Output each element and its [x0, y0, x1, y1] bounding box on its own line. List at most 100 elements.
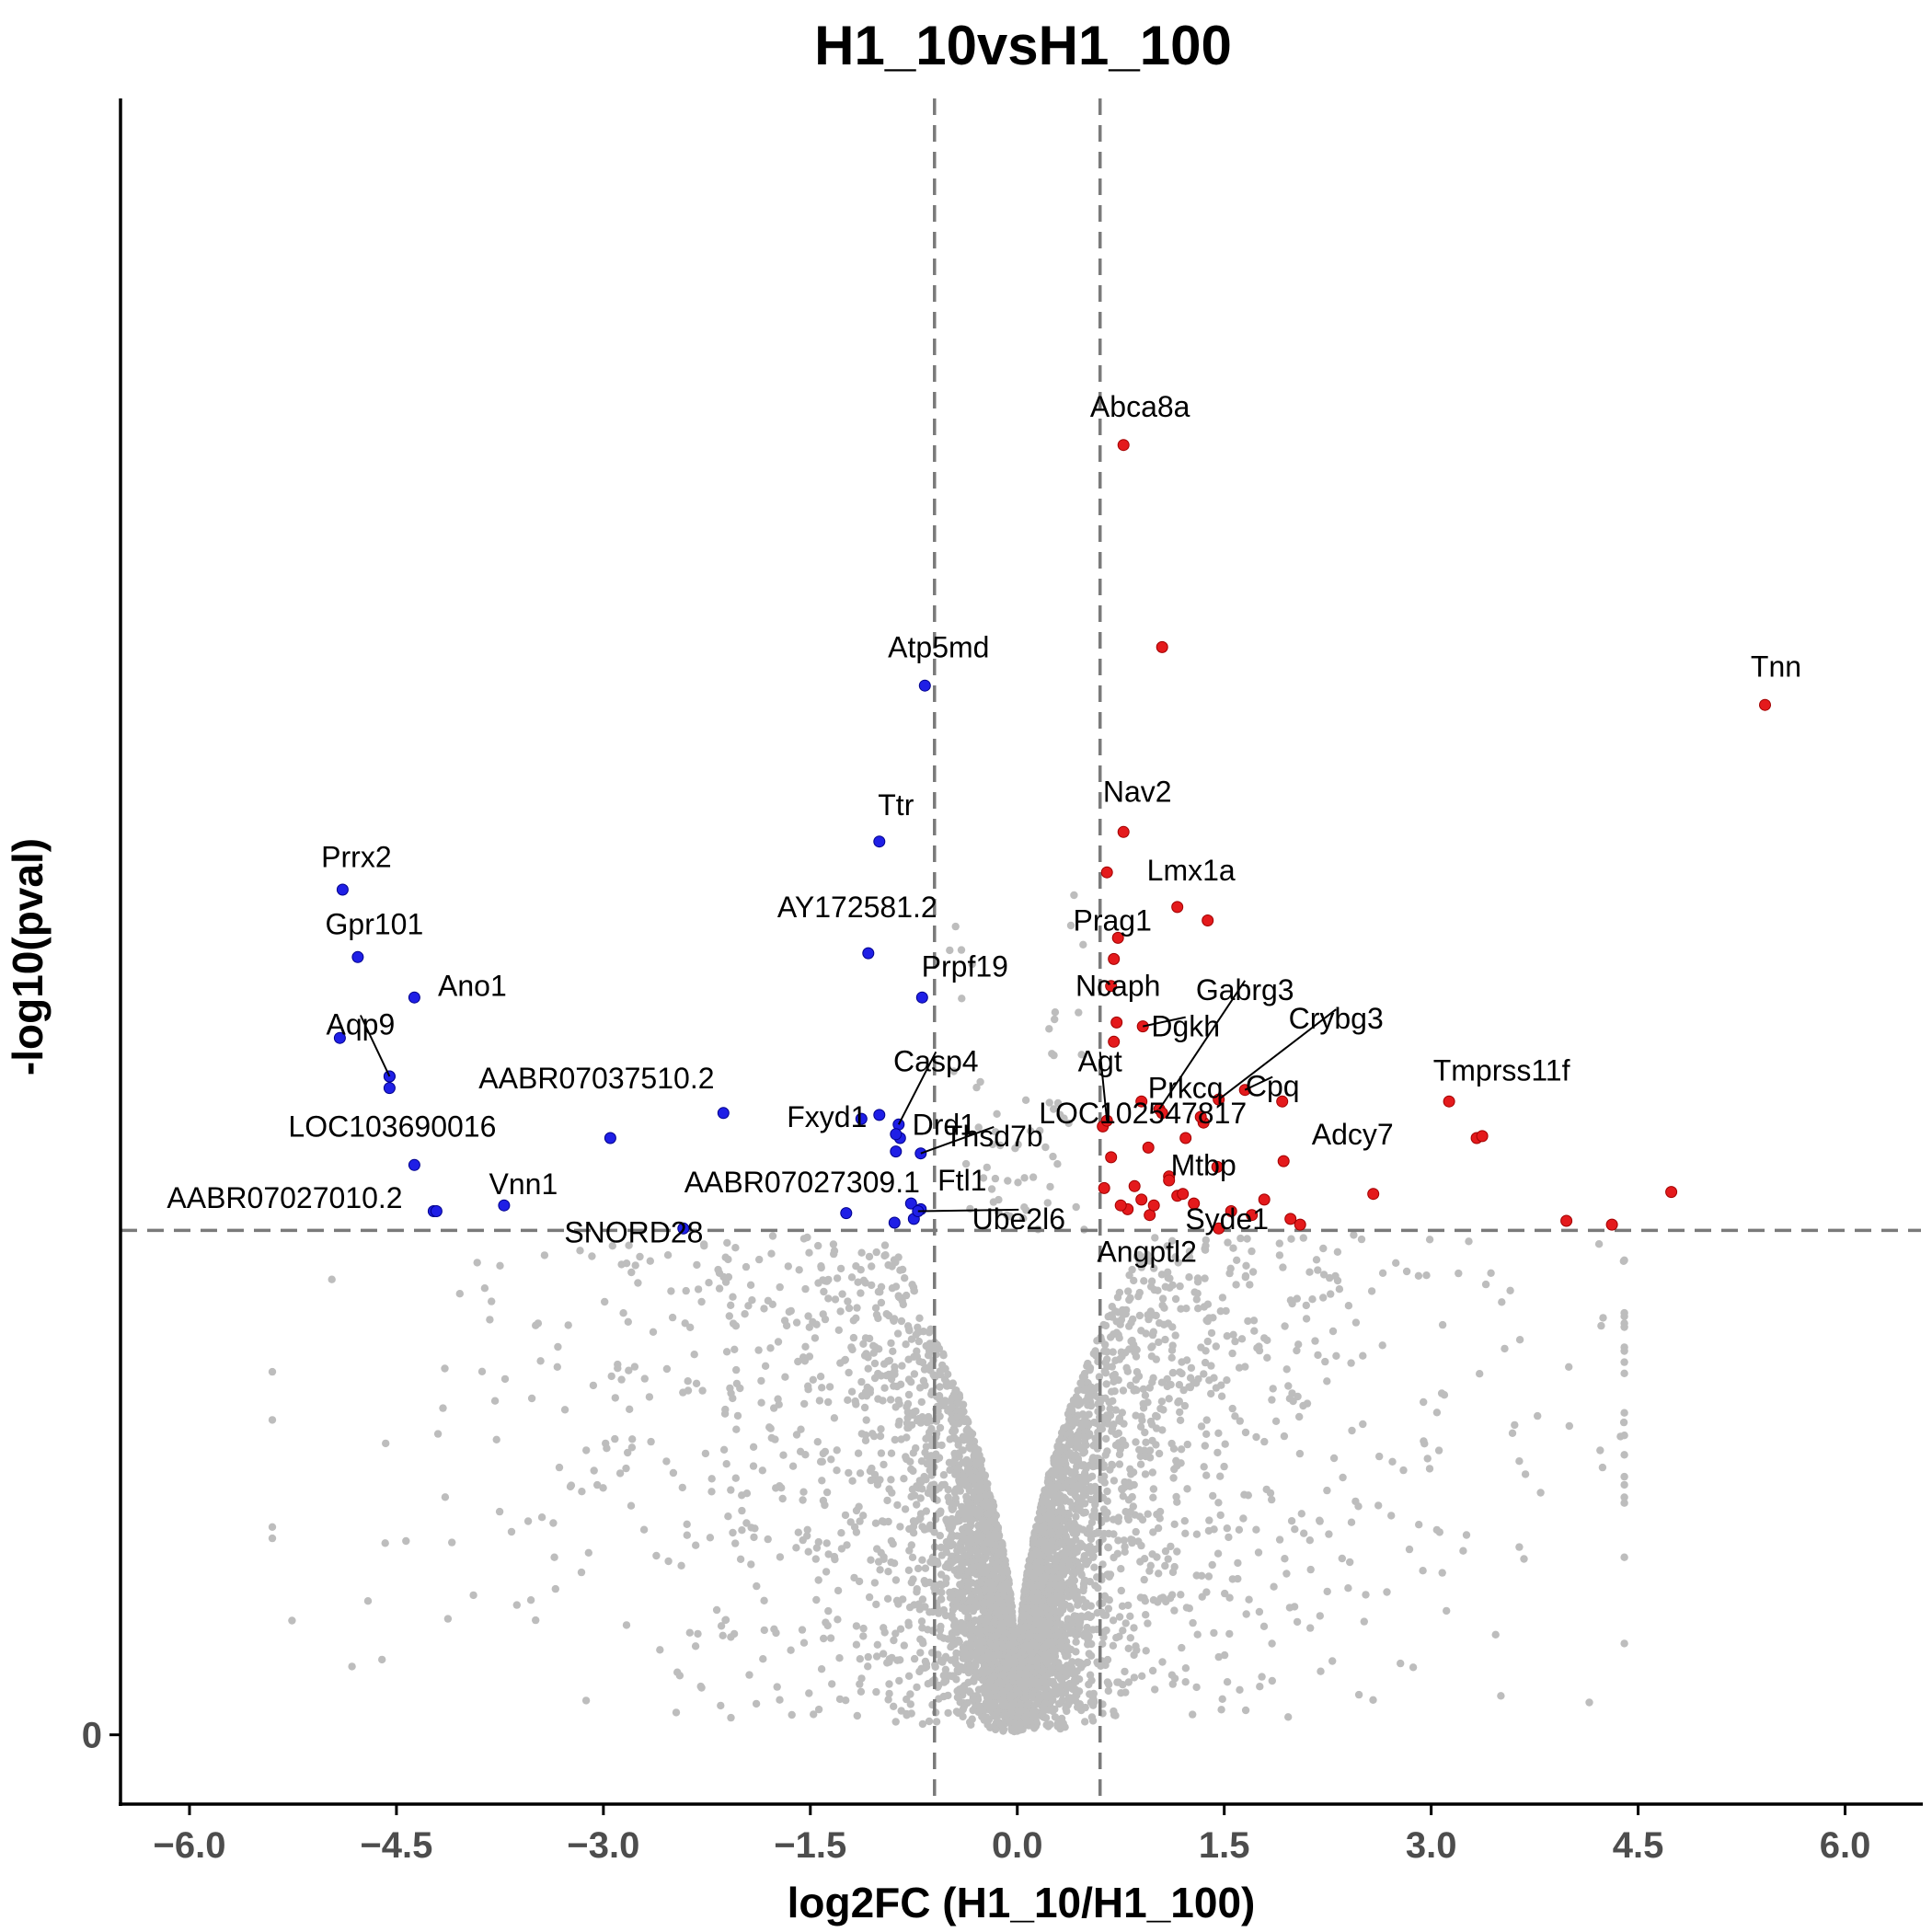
- ns-point: [1284, 1382, 1293, 1390]
- ns-point: [682, 1286, 690, 1295]
- ns-point: [617, 1260, 626, 1269]
- ns-point: [959, 1432, 968, 1441]
- ns-point: [1193, 1274, 1202, 1282]
- ns-point: [941, 1652, 950, 1662]
- ns-point: [685, 1628, 694, 1637]
- ns-point: [1055, 1663, 1064, 1672]
- ns-point: [1114, 1517, 1122, 1525]
- ns-point: [1081, 1718, 1089, 1726]
- ns-point: [1084, 1393, 1092, 1401]
- ns-point: [1110, 1530, 1118, 1538]
- ns-point: [1064, 1415, 1074, 1423]
- ns-point: [1205, 1516, 1213, 1524]
- ns-point: [877, 1425, 885, 1433]
- ns-point: [1166, 1274, 1174, 1282]
- ns-point: [951, 1625, 960, 1634]
- ns-point: [1142, 1611, 1150, 1619]
- ns-point: [891, 1576, 901, 1584]
- ns-point: [268, 1523, 277, 1532]
- ns-point: [1108, 1461, 1117, 1469]
- ns-point: [1132, 1527, 1140, 1536]
- ns-point: [490, 1397, 500, 1405]
- ns-point: [1388, 1457, 1397, 1466]
- ns-point: [944, 1708, 952, 1718]
- ns-point: [1079, 1475, 1087, 1483]
- ns-point: [904, 1390, 914, 1399]
- ns-point: [904, 1566, 914, 1575]
- ns-point: [950, 1449, 959, 1458]
- ns-point: [1091, 1581, 1099, 1590]
- ns-point: [1186, 1374, 1195, 1382]
- ns-point: [690, 1351, 698, 1359]
- ns-point: [1025, 1657, 1034, 1665]
- ns-point: [564, 1321, 572, 1329]
- ns-point: [1362, 1591, 1370, 1599]
- ns-point: [1010, 1723, 1019, 1731]
- ns-point: [1369, 1696, 1377, 1705]
- ns-point: [1121, 1688, 1130, 1696]
- ns-point: [1225, 1533, 1233, 1542]
- ns-point: [1275, 1239, 1284, 1248]
- ns-point: [645, 1393, 654, 1401]
- ns-point: [872, 1600, 880, 1609]
- ns-point: [903, 1709, 911, 1719]
- ns-point: [809, 1375, 817, 1385]
- ns-point: [1121, 1619, 1130, 1627]
- ns-point: [1438, 1569, 1446, 1577]
- ns-point: [1262, 1485, 1271, 1494]
- ns-point: [717, 1622, 726, 1630]
- ns-point: [624, 1317, 632, 1327]
- ns-point: [1171, 1331, 1179, 1340]
- ns-point: [1004, 1684, 1013, 1692]
- ns-point: [1565, 1421, 1574, 1431]
- ns-point: [891, 1435, 899, 1444]
- ns-point: [1299, 1234, 1308, 1242]
- ns-point: [1065, 1561, 1074, 1570]
- ns-point: [1135, 1445, 1144, 1455]
- ns-point: [894, 1396, 903, 1405]
- ns-point: [937, 1441, 946, 1450]
- ns-point: [904, 1355, 913, 1363]
- ns-point: [1124, 1515, 1133, 1524]
- ns-point: [694, 1629, 702, 1639]
- ns-point: [1081, 1603, 1089, 1611]
- ns-point: [1620, 1409, 1628, 1417]
- ns-point: [1409, 1663, 1418, 1672]
- ns-point: [1152, 1355, 1161, 1363]
- ns-point: [1402, 1267, 1411, 1276]
- ns-point: [951, 1494, 960, 1502]
- ns-point: [1117, 1586, 1126, 1595]
- ns-point: [979, 1684, 988, 1693]
- ns-point: [864, 1364, 872, 1373]
- ns-point: [731, 1244, 740, 1252]
- ns-point: [995, 1627, 1005, 1635]
- ns-point: [560, 1406, 569, 1414]
- ns-point: [779, 1451, 788, 1459]
- ns-point: [847, 1343, 856, 1351]
- ns-point: [532, 1616, 540, 1625]
- ns-point: [776, 1696, 784, 1704]
- ns-point: [1139, 1385, 1148, 1394]
- ns-point: [1167, 1236, 1177, 1246]
- ns-point: [1044, 1706, 1053, 1714]
- ns-point: [1079, 1583, 1088, 1592]
- ns-point: [947, 1534, 955, 1543]
- ns-point: [901, 1274, 909, 1282]
- ns-point: [1001, 1560, 1010, 1569]
- ns-point: [844, 1396, 852, 1405]
- ns-point: [1089, 1696, 1098, 1705]
- ns-point: [381, 1539, 389, 1547]
- ns-point: [939, 1350, 948, 1358]
- ns-point: [1437, 1389, 1446, 1397]
- ns-point: [732, 1379, 742, 1388]
- ns-point: [929, 1371, 937, 1379]
- ns-point: [1164, 1268, 1172, 1277]
- ns-point: [1124, 1644, 1133, 1653]
- ns-point: [908, 1553, 917, 1562]
- ns-point: [917, 1397, 926, 1407]
- ns-point: [1515, 1457, 1524, 1466]
- ns-point: [1193, 1630, 1202, 1639]
- ns-point: [1248, 1268, 1258, 1276]
- ns-point: [495, 1507, 504, 1516]
